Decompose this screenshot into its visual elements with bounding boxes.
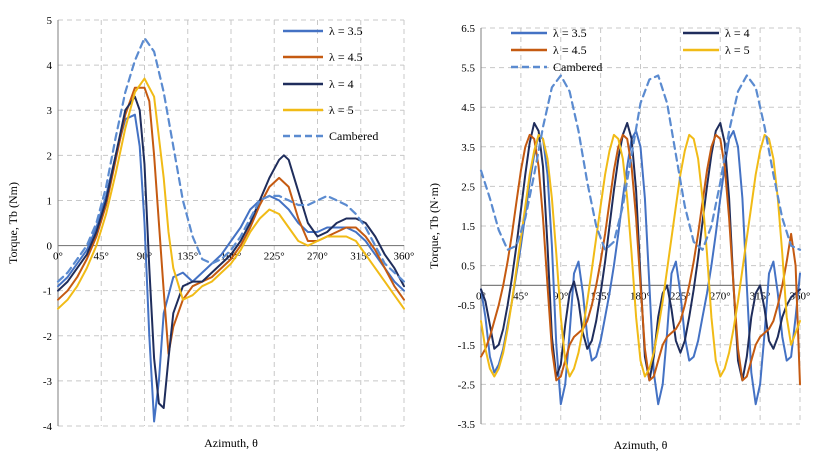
chart1-legend-label: λ = 5 — [329, 103, 354, 117]
chart2-y-tick-label: -1.5 — [458, 340, 476, 352]
chart1-y-tick-label: 4 — [47, 60, 53, 72]
chart1-y-tick-label: -4 — [43, 421, 53, 433]
chart1-y-tick-label: 2 — [47, 150, 53, 162]
chart2-legend-label: Cambered — [553, 60, 602, 74]
chart1-x-tick-label: 270° — [307, 251, 328, 263]
chart1-legend-label: λ = 4.5 — [329, 50, 363, 64]
chart2-y-tick-label: -2.5 — [458, 379, 476, 391]
chart2-x-tick-label: 270° — [710, 290, 731, 302]
chart1-series-4-line — [57, 95, 405, 409]
chart2-legend-label: λ = 3.5 — [553, 26, 587, 40]
chart2-y-tick-label: 0.5 — [461, 261, 475, 273]
chart2-x-tick-label: 45° — [513, 290, 528, 302]
chart1-series-cambered-line — [56, 36, 406, 283]
chart2-legend-label: λ = 4 — [725, 26, 750, 40]
chart1-y-tick-label: 3 — [47, 105, 53, 117]
chart2-y-tick-label: 4.5 — [461, 102, 475, 114]
chart2-y-tick-label: 5.5 — [461, 63, 475, 75]
chart2-x-tick-label: 90° — [553, 290, 568, 302]
chart1-legend-label: λ = 4 — [329, 77, 354, 91]
chart1-y-tick-label: 1 — [47, 195, 53, 207]
chart2-x-axis-title: Azimuth, θ — [614, 438, 668, 452]
chart2-x-tick-label: 0° — [476, 290, 486, 302]
chart2-y-tick-label: -3.5 — [458, 419, 476, 431]
chart2-series-4_5-line — [480, 133, 801, 386]
chart1-y-tick-label: 5 — [47, 15, 53, 27]
chart2-y-tick-label: 6.5 — [461, 23, 475, 35]
chart2-y-tick-label: 3.5 — [461, 142, 475, 154]
chart1-x-tick-label: 360° — [394, 251, 415, 263]
torque-chart-right: -3.5 -2.5 -1.5 -0.5 0.5 1.5 2.5 3.5 4.5 5.5 6.5 0° 4… — [427, 23, 810, 452]
chart1-y-tick-label: 0 — [47, 241, 53, 253]
chart1-x-tick-label: 225° — [264, 251, 285, 263]
chart1-x-axis-title: Azimuth, θ — [204, 436, 258, 450]
chart1-y-axis-title: Torque, Tb (Nm) — [6, 182, 20, 264]
chart1-x-tick-label: 135° — [177, 251, 198, 263]
chart1-x-tick-label: 0° — [53, 251, 63, 263]
chart2-legend-label: λ = 4.5 — [553, 43, 587, 57]
chart1-y-tick-label: -3 — [43, 376, 53, 388]
chart2-series-cambered-line — [479, 74, 802, 251]
chart1-legend-label: λ = 3.5 — [329, 24, 363, 38]
chart2-y-tick-label: 2.5 — [461, 181, 475, 193]
chart1-legend-label: Cambered — [329, 129, 378, 143]
chart1-y-tick-label: -2 — [43, 331, 52, 343]
chart2-legend-label: λ = 5 — [725, 43, 750, 57]
chart2-y-tick-label: 1.5 — [461, 221, 475, 233]
chart1-x-tick-label: 45° — [94, 251, 109, 263]
chart2-series-4-line — [480, 122, 801, 382]
chart2-y-tick-label: -0.5 — [458, 300, 476, 312]
chart2-series-5-line — [480, 133, 801, 378]
chart1-y-tick-label: -1 — [43, 286, 52, 298]
chart2-y-axis-title: Torque, Tb (N·m) — [427, 183, 441, 269]
chart1-series-5-line — [57, 77, 405, 310]
